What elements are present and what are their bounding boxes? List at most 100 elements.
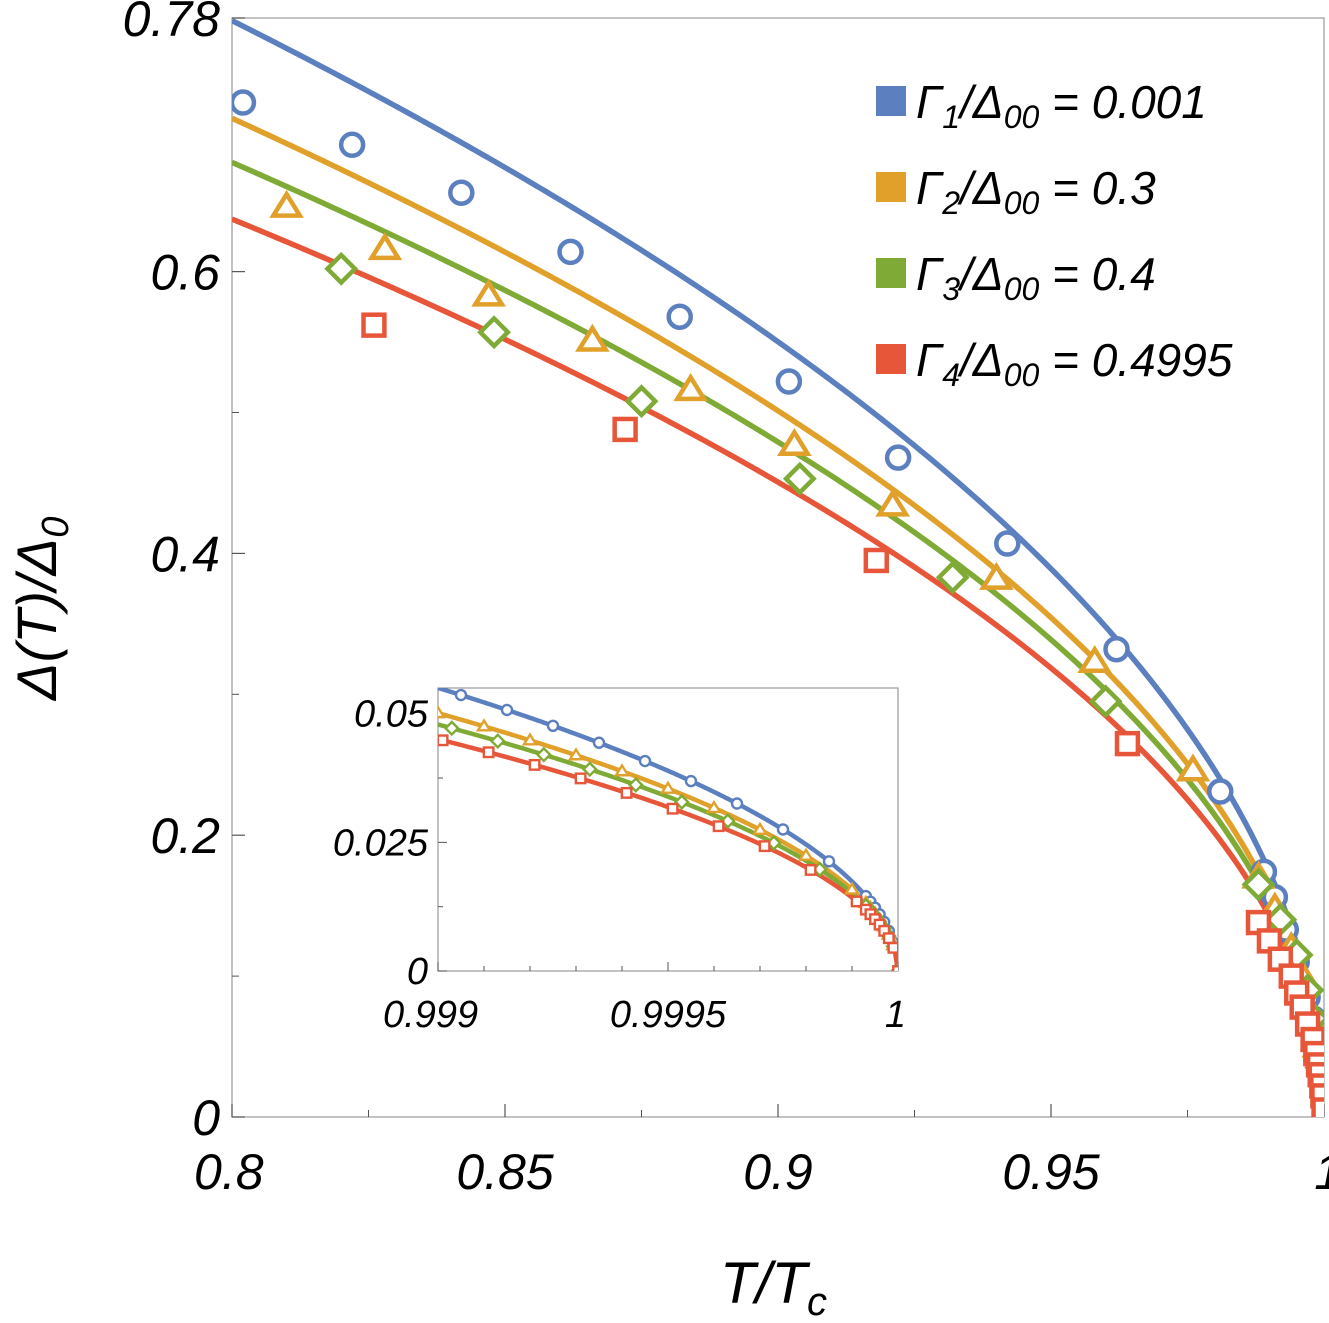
inset-series-marker bbox=[751, 821, 769, 835]
inset-series-marker bbox=[592, 736, 606, 749]
series-marker bbox=[979, 561, 1014, 590]
series-marker bbox=[1175, 753, 1211, 782]
inset-series-marker bbox=[712, 820, 725, 833]
inset-series-marker bbox=[443, 720, 460, 737]
series-marker bbox=[1311, 1097, 1324, 1117]
inset-y-tick-label: 0.025 bbox=[333, 822, 429, 864]
legend-swatch bbox=[876, 86, 906, 116]
legend-sub: 00 bbox=[1004, 357, 1040, 393]
inset-series-marker bbox=[666, 802, 679, 815]
inset-series-marker bbox=[705, 799, 723, 814]
legend-swatch bbox=[876, 344, 906, 374]
legend-mid: /Δ bbox=[957, 334, 1004, 386]
main-plot: 0.8 0.85 0.9 0.95 1 0 0.2 0.4 0.6 0.78 T/Tc Δ(T)/Δ0 bbox=[5, 0, 1329, 1323]
y-axis-label: Δ(T)/Δ0 bbox=[5, 517, 77, 702]
legend-mid: /Δ bbox=[957, 248, 1004, 300]
x-tick-label: 1 bbox=[1314, 1144, 1329, 1200]
series-line bbox=[232, 115, 1324, 1117]
inset-x-tick-label: 0.9995 bbox=[610, 994, 727, 1036]
inset-series-marker bbox=[659, 780, 677, 794]
inset-series-marker bbox=[730, 797, 744, 810]
x-axis-label: T/Tc bbox=[720, 1251, 827, 1323]
inset-series-marker bbox=[528, 758, 541, 771]
inset-series-line bbox=[438, 736, 898, 971]
series-marker bbox=[557, 238, 584, 266]
inset-series-marker bbox=[684, 774, 698, 788]
legend-entry: Γ3/Δ00 = 0.4 bbox=[916, 248, 1156, 307]
series-marker bbox=[935, 560, 970, 595]
series-marker bbox=[994, 530, 1021, 557]
series-marker bbox=[1114, 730, 1141, 757]
inset-series-marker bbox=[892, 965, 898, 971]
series-marker bbox=[1241, 867, 1276, 902]
legend-symbol: Γ bbox=[916, 76, 944, 128]
inset-y-tick-label: 0.05 bbox=[354, 694, 429, 736]
x-tick-label: 0.85 bbox=[456, 1144, 554, 1200]
legend-value: = 0.4995 bbox=[1039, 334, 1233, 386]
series-line bbox=[232, 216, 1324, 1117]
inset-frame bbox=[437, 687, 899, 972]
series-marker bbox=[448, 179, 475, 206]
x-axis-label-sub: c bbox=[807, 1280, 827, 1323]
x-tick-label: 0.9 bbox=[743, 1144, 813, 1200]
series-marker bbox=[612, 416, 638, 443]
series-marker bbox=[624, 384, 659, 419]
legend-mid: /Δ bbox=[957, 76, 1004, 128]
x-tick-label: 0.95 bbox=[1002, 1144, 1100, 1200]
y-axis-label-sub: 0 bbox=[35, 517, 77, 538]
inset-series-marker bbox=[719, 813, 736, 830]
inset-series-marker bbox=[627, 776, 644, 793]
series-marker bbox=[863, 547, 889, 574]
legend-swatch bbox=[876, 258, 906, 288]
series-marker bbox=[361, 312, 387, 338]
legend-sub: 00 bbox=[1004, 271, 1040, 307]
series-marker bbox=[875, 488, 910, 517]
y-tick-label: 0.6 bbox=[150, 245, 220, 301]
series-marker bbox=[1207, 778, 1234, 805]
inset-series-group bbox=[438, 688, 898, 971]
legend-sub: 00 bbox=[1004, 185, 1040, 221]
legend-sub: 3 bbox=[942, 271, 960, 307]
inset-series-marker bbox=[620, 786, 633, 799]
inset-series-marker bbox=[850, 895, 863, 908]
legend-sub: 00 bbox=[1004, 99, 1040, 135]
inset-y-tick-label: 0 bbox=[407, 951, 428, 993]
series-marker bbox=[673, 373, 708, 402]
inset-series-marker bbox=[475, 718, 493, 732]
series-marker bbox=[1088, 684, 1123, 719]
series-marker bbox=[777, 427, 812, 457]
legend-value: = 0.3 bbox=[1039, 162, 1156, 214]
inset-series-marker bbox=[822, 855, 836, 868]
inset-series-marker bbox=[521, 732, 539, 746]
series-marker bbox=[471, 278, 506, 307]
inset-series-marker bbox=[489, 733, 506, 750]
inset-series-marker bbox=[535, 746, 552, 763]
inset-series-marker bbox=[797, 847, 815, 861]
series-marker bbox=[338, 131, 366, 159]
inset-x-tick-label: 0.999 bbox=[383, 994, 478, 1036]
inset-series-line bbox=[438, 710, 898, 971]
legend-symbol: Γ bbox=[916, 334, 944, 386]
series-marker bbox=[775, 368, 803, 395]
series-marker bbox=[477, 315, 512, 350]
legend-symbol: Γ bbox=[916, 162, 944, 214]
series-marker bbox=[232, 89, 257, 116]
series-line bbox=[232, 159, 1324, 1117]
series-marker bbox=[1103, 635, 1130, 663]
legend-entry: Γ1/Δ00 = 0.001 bbox=[916, 76, 1207, 135]
inset-series-marker bbox=[673, 794, 690, 810]
inset-series-marker bbox=[776, 823, 790, 836]
series-marker bbox=[269, 189, 304, 218]
inset-series-marker bbox=[882, 932, 895, 945]
inset-plot: 0.999 0.9995 1 0 0.025 0.05 bbox=[333, 687, 906, 1036]
inset-series-marker bbox=[438, 734, 449, 747]
series-line bbox=[232, 18, 1324, 1117]
y-tick-label: 0.2 bbox=[150, 808, 220, 864]
legend-symbol: Γ bbox=[916, 248, 944, 300]
inset-series-marker bbox=[454, 688, 468, 702]
series-marker bbox=[324, 251, 359, 286]
inset-x-tick-label: 1 bbox=[885, 994, 906, 1036]
series-marker bbox=[575, 323, 610, 352]
